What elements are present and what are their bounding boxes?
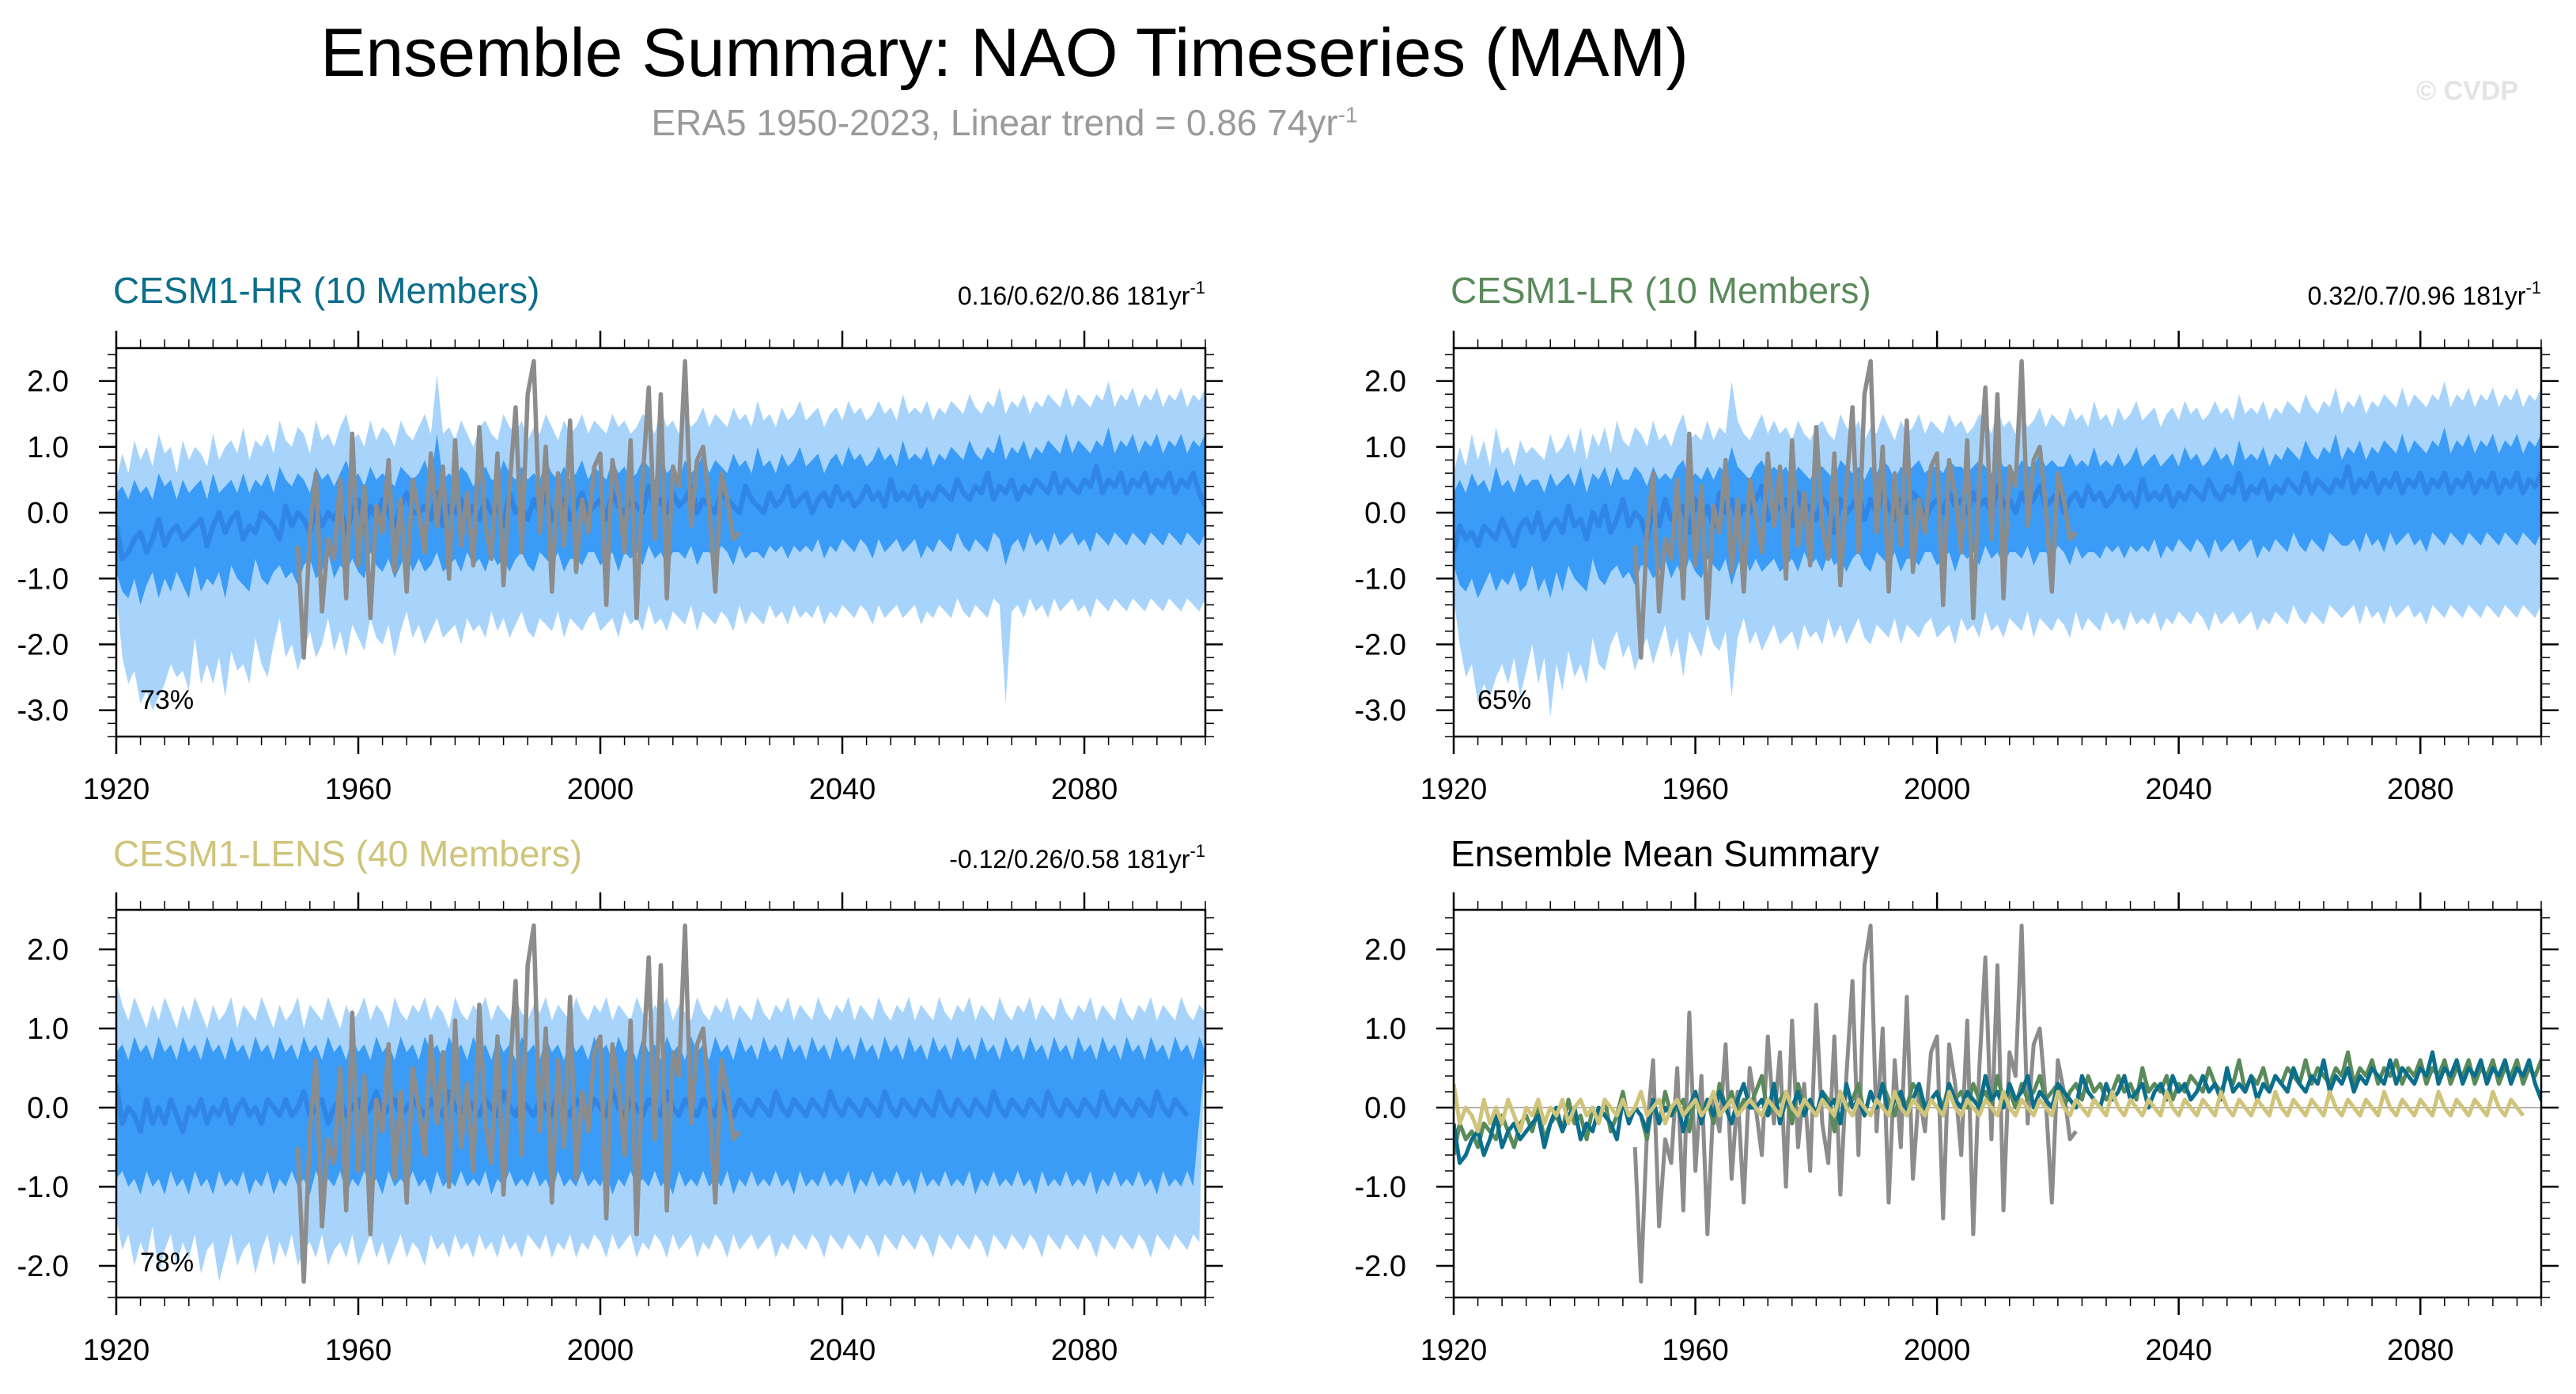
plot-area-summary (1454, 923, 2541, 1284)
series-era5 (1632, 358, 2078, 660)
panel-lens: 1920 1960 2000 2040 2080 2.0 1.0 0.0 -1.0 -2.0 CES… (17, 833, 1223, 1367)
series-ensemble-mean (1454, 464, 2541, 553)
y-tick-label: -2.0 (17, 1250, 69, 1283)
plot-area-hr (116, 358, 1205, 710)
series-ensemble-interquartile (1454, 426, 2541, 599)
y-tick-label: 2.0 (27, 934, 69, 967)
page-title: Ensemble Summary: NAO Timeseries (MAM) (320, 15, 1689, 91)
series-cesm1-lens (1454, 1083, 2525, 1134)
x-tick-label: 1920 (83, 773, 150, 806)
x-tick-label: 2000 (567, 1334, 634, 1367)
y-tick-label: 0.0 (1364, 1092, 1406, 1125)
x-tick-label: 1960 (1662, 1334, 1729, 1367)
x-tick-label: 1960 (1662, 773, 1729, 806)
series-era5 (1632, 923, 2078, 1284)
panel-title-hr: CESM1-HR (10 Members) (113, 270, 539, 311)
percent-label-hr: 73% (140, 685, 194, 715)
x-tick-label: 2040 (809, 773, 876, 806)
plot-frame (115, 347, 1207, 738)
subtitle: ERA5 1950-2023, Linear trend = 0.86 74yr… (651, 102, 1358, 143)
y-tick-label: 1.0 (1364, 431, 1406, 464)
x-tick-label: 1920 (1420, 1334, 1488, 1367)
y-tick-label: -1.0 (1355, 563, 1406, 596)
plot-area-lens (116, 923, 1205, 1284)
x-tick-label: 1960 (325, 1334, 392, 1367)
series-cesm1-hr (1454, 1050, 2541, 1165)
panel-stats-lens: -0.12/0.26/0.58 181yr-1 (949, 841, 1205, 873)
panel-title-summary: Ensemble Mean Summary (1451, 833, 1879, 874)
y-tick-label: 2.0 (27, 366, 69, 399)
x-tick-label: 2080 (2387, 1334, 2454, 1367)
x-tick-label: 2040 (2145, 1334, 2212, 1367)
x-tick-label: 2000 (1904, 773, 1971, 806)
plot-frame (115, 908, 1207, 1299)
x-tick-label: 1920 (83, 1334, 150, 1367)
y-tick-label: 2.0 (1364, 934, 1406, 967)
series-era5 (295, 923, 742, 1284)
series-era5 (295, 358, 741, 660)
panel-title-lens: CESM1-LENS (40 Members) (113, 833, 582, 874)
y-tick-label: 0.0 (27, 1092, 69, 1125)
series-ensemble-mean (116, 464, 1205, 562)
y-tick-label: 2.0 (1364, 366, 1406, 399)
panel-lr: 1920 1960 2000 2040 2080 2.0 1.0 0.0 -1.0 -2.0 -3.… (1355, 270, 2559, 806)
y-tick-label: -2.0 (1355, 1250, 1406, 1283)
y-tick-label: 0.0 (27, 497, 69, 530)
panel-summary: 1920 1960 2000 2040 2080 2.0 1.0 0.0 -1.0 -2.0 Ens… (1355, 833, 2559, 1367)
plot-frame (1452, 908, 2543, 1299)
percent-label-lens: 78% (140, 1248, 194, 1278)
x-tick-label: 2000 (1904, 1334, 1971, 1367)
y-tick-label: -1.0 (17, 1171, 69, 1204)
x-tick-label: 2080 (1051, 773, 1118, 806)
y-tick-label: -2.0 (1355, 628, 1406, 661)
y-tick-label: 1.0 (27, 1013, 69, 1046)
y-tick-label: 1.0 (1364, 1013, 1406, 1046)
y-tick-label: 1.0 (27, 431, 69, 464)
panel-stats-lr: 0.32/0.7/0.96 181yr-1 (2308, 278, 2541, 310)
y-tick-label: -3.0 (17, 695, 69, 728)
percent-label-lr: 65% (1477, 685, 1531, 715)
y-tick-label: -1.0 (1355, 1171, 1406, 1204)
panel-hr: 1920 1960 2000 2040 2080 2.0 1.0 0.0 -1.0 -2.0 -3.… (17, 270, 1223, 806)
plot-frame (1452, 347, 2543, 738)
y-tick-label: 0.0 (1364, 497, 1406, 530)
x-tick-label: 2080 (2387, 773, 2454, 806)
y-tick-label: -3.0 (1355, 695, 1406, 728)
x-tick-label: 2040 (2145, 773, 2212, 806)
x-tick-label: 1920 (1420, 773, 1488, 806)
x-tick-label: 2040 (809, 1334, 876, 1367)
y-tick-label: -2.0 (17, 628, 69, 661)
series-ensemble-interquartile (116, 426, 1205, 605)
panel-title-lr: CESM1-LR (10 Members) (1451, 270, 1871, 311)
panel-stats-hr: 0.16/0.62/0.86 181yr-1 (958, 278, 1205, 310)
y-tick-label: -1.0 (17, 563, 69, 596)
x-tick-label: 2000 (567, 773, 634, 806)
x-tick-label: 1960 (325, 773, 392, 806)
x-tick-label: 2080 (1051, 1334, 1118, 1367)
plot-area-lr (1454, 358, 2541, 717)
watermark-cvdp: © CVDP (2416, 76, 2518, 106)
